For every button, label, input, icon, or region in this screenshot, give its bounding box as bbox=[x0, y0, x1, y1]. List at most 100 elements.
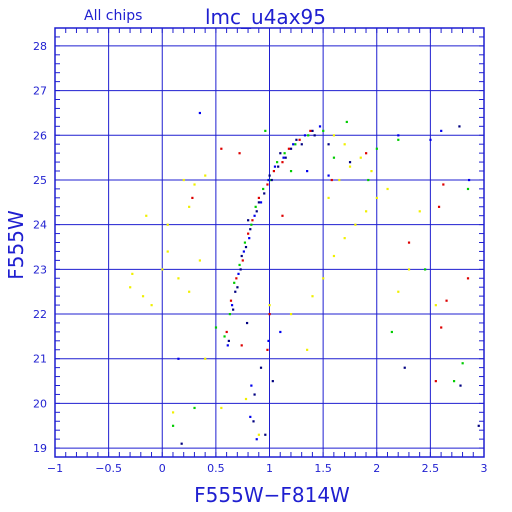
data-point bbox=[311, 129, 314, 132]
data-point bbox=[466, 277, 470, 280]
data-point bbox=[166, 223, 169, 226]
data-point bbox=[229, 299, 233, 302]
data-point bbox=[253, 393, 256, 396]
data-point bbox=[257, 433, 260, 436]
data-point bbox=[240, 344, 243, 347]
data-point bbox=[386, 187, 389, 191]
data-point bbox=[262, 187, 265, 191]
data-point bbox=[193, 406, 196, 410]
data-point bbox=[407, 268, 411, 271]
data-point bbox=[166, 250, 169, 253]
data-point bbox=[311, 295, 314, 298]
data-point bbox=[343, 237, 346, 240]
data-point bbox=[182, 178, 185, 182]
data-point bbox=[129, 286, 132, 289]
data-point bbox=[264, 129, 267, 132]
data-point bbox=[223, 335, 226, 338]
data-point bbox=[281, 161, 284, 164]
y-axis-label: F555W bbox=[4, 210, 28, 280]
data-point bbox=[298, 138, 301, 141]
data-point bbox=[424, 268, 427, 271]
data-point bbox=[295, 138, 298, 141]
data-point bbox=[283, 152, 286, 155]
x-axis: −1 −0.5 0 0.5 1 1.5 2 2.5 3 bbox=[47, 28, 488, 475]
data-point bbox=[250, 384, 253, 387]
data-point bbox=[461, 362, 464, 365]
data-point bbox=[375, 147, 378, 150]
data-point bbox=[245, 321, 249, 325]
data-point bbox=[403, 366, 406, 369]
x-tick-label: 1.5 bbox=[314, 462, 332, 475]
data-point bbox=[180, 442, 183, 445]
data-point bbox=[338, 178, 341, 182]
data-point bbox=[220, 147, 223, 150]
data-point bbox=[161, 268, 164, 271]
data-point bbox=[198, 111, 201, 115]
data-point bbox=[272, 170, 275, 173]
data-point bbox=[254, 205, 257, 208]
data-point bbox=[434, 380, 437, 383]
data-point bbox=[227, 339, 230, 343]
data-point bbox=[220, 406, 223, 410]
data-point bbox=[259, 201, 263, 204]
data-point bbox=[281, 214, 284, 217]
data-point bbox=[440, 326, 443, 329]
data-point bbox=[240, 254, 243, 258]
data-point bbox=[437, 205, 441, 208]
data-point bbox=[225, 330, 228, 334]
data-point bbox=[234, 290, 237, 293]
data-point bbox=[467, 178, 471, 182]
data-point bbox=[266, 183, 269, 186]
chart-subtitle: All chips bbox=[84, 8, 142, 24]
data-point bbox=[270, 178, 273, 182]
data-point bbox=[193, 183, 196, 186]
data-point bbox=[303, 134, 307, 137]
data-point bbox=[257, 196, 260, 200]
data-point bbox=[300, 143, 303, 146]
data-point bbox=[452, 380, 456, 383]
data-point bbox=[264, 433, 267, 436]
data-point bbox=[292, 143, 295, 146]
x-tick-label: −1 bbox=[47, 462, 63, 475]
data-point bbox=[287, 147, 291, 150]
data-point bbox=[271, 380, 274, 383]
data-point bbox=[267, 178, 270, 182]
y-tick-label: 19 bbox=[33, 442, 47, 455]
data-point bbox=[259, 366, 263, 369]
data-point bbox=[390, 330, 393, 334]
data-point bbox=[226, 344, 229, 347]
data-point bbox=[318, 125, 322, 128]
data-point bbox=[243, 241, 247, 244]
data-point bbox=[332, 254, 336, 258]
data-point bbox=[327, 143, 330, 146]
chart-title: lmc_u4ax95 bbox=[205, 5, 326, 29]
data-point bbox=[343, 143, 346, 146]
data-point bbox=[263, 192, 266, 195]
data-point bbox=[230, 304, 234, 307]
y-tick-label: 20 bbox=[33, 397, 47, 410]
x-tick-label: 0.5 bbox=[207, 462, 225, 475]
data-point bbox=[277, 165, 280, 168]
x-tick-label: 2 bbox=[373, 462, 380, 475]
data-point bbox=[253, 214, 256, 217]
data-point bbox=[418, 210, 421, 213]
y-tick-label: 27 bbox=[33, 85, 47, 98]
data-point bbox=[145, 214, 148, 217]
data-point bbox=[327, 174, 330, 177]
data-point bbox=[397, 290, 400, 293]
data-point bbox=[365, 210, 368, 213]
data-point bbox=[266, 348, 269, 351]
data-point bbox=[204, 174, 207, 177]
data-point bbox=[177, 277, 180, 280]
data-point bbox=[268, 313, 271, 316]
data-point bbox=[477, 424, 480, 427]
data-point bbox=[177, 357, 180, 360]
data-points bbox=[129, 111, 480, 445]
data-point bbox=[239, 268, 242, 271]
data-point bbox=[273, 165, 277, 168]
data-point bbox=[255, 438, 258, 441]
data-point bbox=[249, 228, 252, 231]
data-point bbox=[313, 134, 316, 137]
data-point bbox=[279, 330, 282, 334]
